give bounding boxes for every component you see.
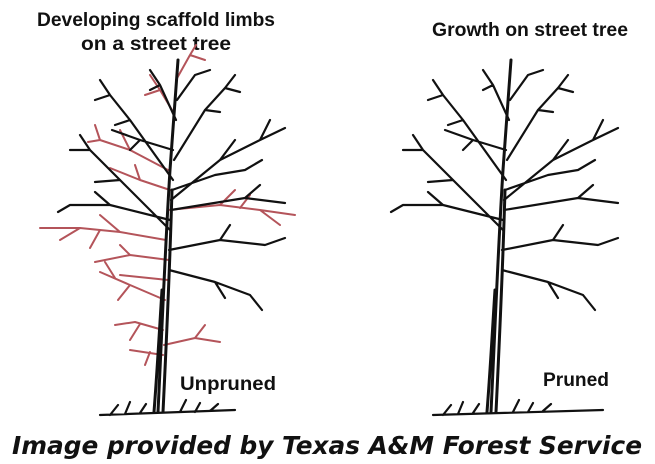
left-title-line: on a street tree — [81, 34, 231, 55]
trunk — [154, 60, 178, 412]
ground — [433, 400, 603, 415]
right-label: Pruned — [543, 370, 609, 391]
right-tree — [391, 60, 618, 415]
left-tree — [40, 45, 295, 415]
caption: Image provided by Texas A&M Forest Servi… — [12, 431, 642, 460]
ground — [100, 400, 235, 415]
illustration: Developing scaffold limbs on a street tr… — [0, 0, 655, 464]
page: Developing scaffold limbs on a street tr… — [0, 0, 655, 464]
right-title: Growth on street tree — [432, 20, 628, 41]
left-title-line: Developing scaffold limbs — [37, 10, 275, 31]
trunk — [487, 60, 511, 412]
left-label: Unpruned — [180, 374, 276, 395]
